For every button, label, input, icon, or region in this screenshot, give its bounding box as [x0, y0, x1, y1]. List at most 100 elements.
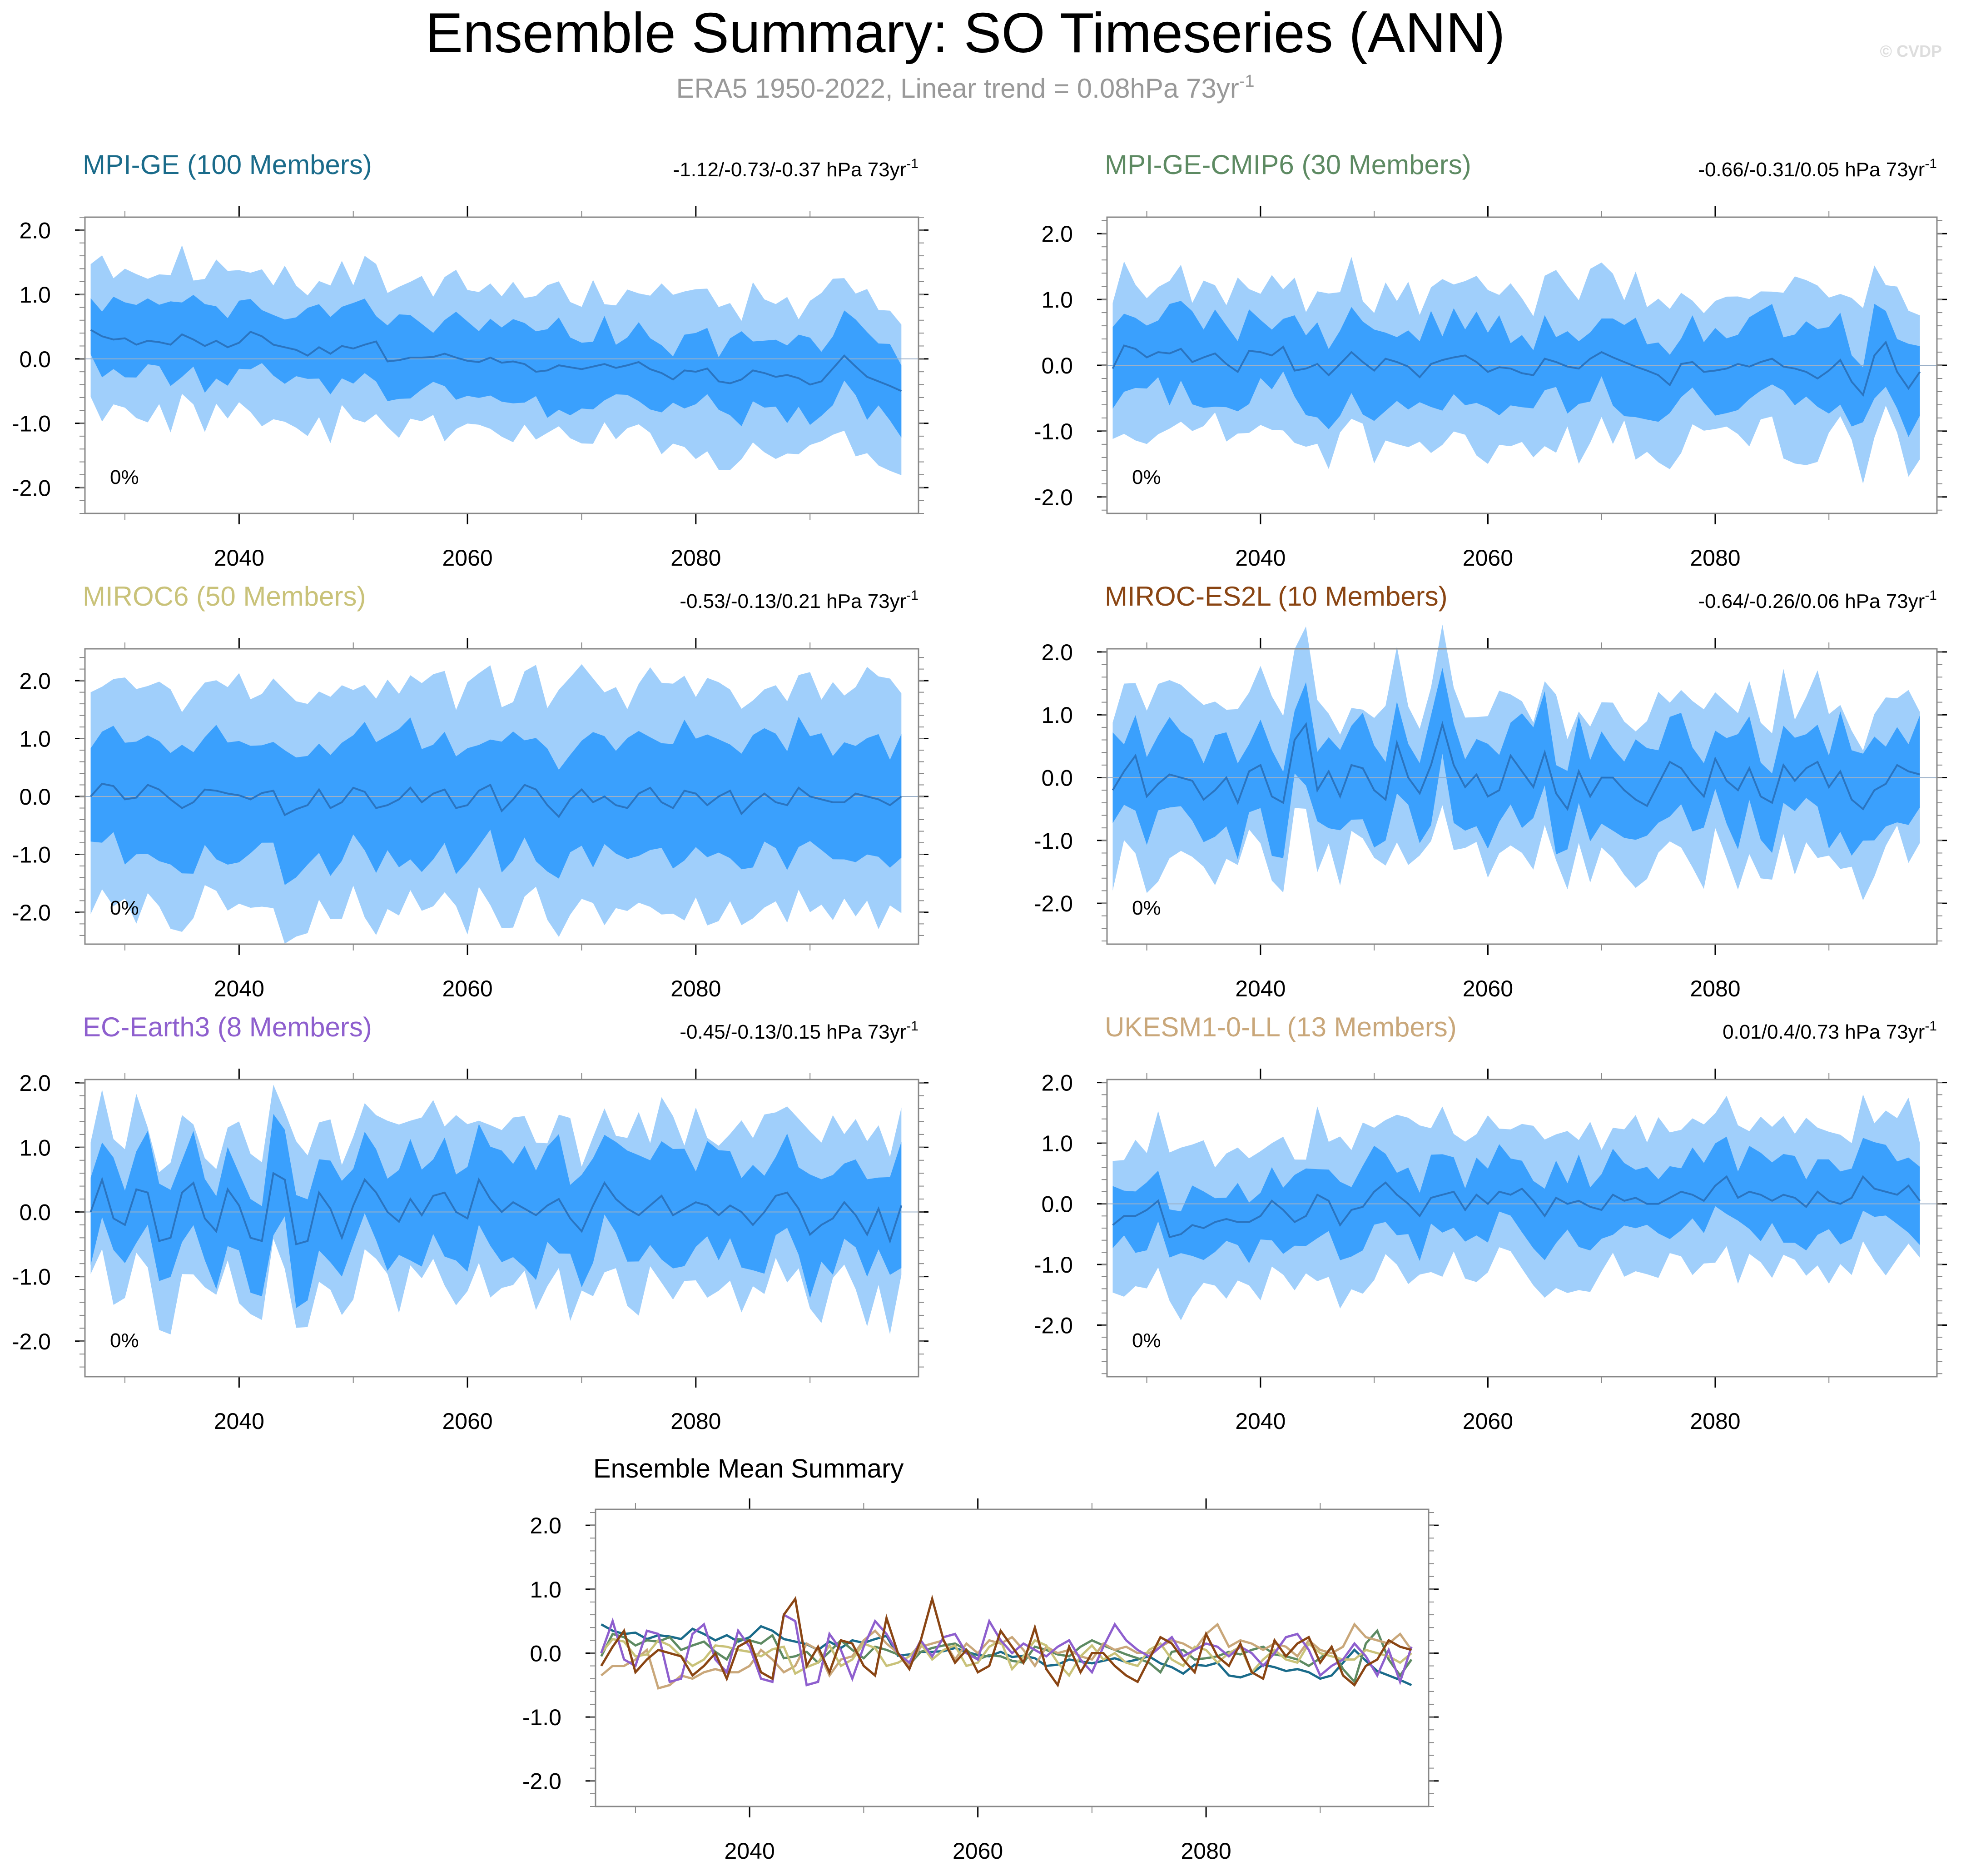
inner-spread-band — [1112, 1136, 1920, 1264]
panel-axes-5: 2.0 1.0 0.0 -1.0 -2.0 2040 2060 2080 — [1034, 1069, 1947, 1434]
y-tick-label: 2.0 — [19, 218, 51, 243]
x-tick-label: 2080 — [1690, 1408, 1740, 1434]
y-tick-label: 0.0 — [1041, 766, 1073, 791]
trend-label: -0.64/-0.26/0.06 hPa 73yr-1 — [1698, 588, 1937, 612]
x-tick-label: 2080 — [1181, 1838, 1231, 1864]
panel-6-lines — [600, 1594, 1413, 1690]
panel-title: MPI-GE-CMIP6 (30 Members) — [1105, 149, 1471, 180]
panel-4-plot — [85, 1085, 918, 1334]
inner-spread-band — [90, 1114, 902, 1308]
x-tick-label: 2040 — [214, 1408, 264, 1434]
y-tick-label: -1.0 — [12, 1264, 51, 1290]
y-tick-label: -1.0 — [1034, 828, 1073, 854]
panels-group: 2.0 1.0 0.0 -1.0 -2.0 2040 2060 2080 MPI-GE (100… — [12, 149, 1947, 1864]
x-tick-label: 2040 — [214, 545, 264, 571]
trend-label: -0.66/-0.31/0.05 hPa 73yr-1 — [1698, 156, 1937, 181]
y-tick-label: 1.0 — [19, 1135, 51, 1160]
x-tick-label: 2040 — [214, 976, 264, 1001]
panel-title: MIROC6 (50 Members) — [83, 581, 366, 612]
plot-frame — [84, 1079, 919, 1378]
plot-frame — [595, 1508, 1430, 1807]
y-tick-label: 0.0 — [530, 1641, 561, 1666]
y-tick-label: 0.0 — [19, 1199, 51, 1225]
y-tick-label: 1.0 — [1041, 702, 1073, 728]
inner-spread-band — [90, 717, 902, 885]
panel-1-plot — [1107, 257, 1937, 484]
trend-label-value: -0.64/-0.26/0.06 hPa 73yr — [1698, 590, 1925, 612]
y-tick-label: -1.0 — [1034, 1252, 1073, 1278]
x-tick-label: 2040 — [1235, 976, 1286, 1001]
y-tick-label: 1.0 — [19, 282, 51, 308]
ensemble-mean-line — [1112, 721, 1921, 811]
panel-0-plot — [85, 245, 918, 475]
panel-3-plot — [1107, 624, 1937, 901]
y-tick-label: -1.0 — [12, 411, 51, 437]
y-tick-label: 2.0 — [1041, 221, 1073, 247]
trend-label-exponent: -1 — [1925, 588, 1937, 603]
y-tick-label: 2.0 — [19, 668, 51, 694]
x-tick-label: 2080 — [670, 1408, 721, 1434]
trend-label-exponent: -1 — [906, 588, 918, 603]
y-tick-label: 1.0 — [530, 1577, 561, 1602]
y-tick-label: -2.0 — [12, 1329, 51, 1354]
figure-subtitle: ERA5 1950-2022, Linear trend = 0.08hPa 7… — [676, 72, 1255, 104]
x-tick-label: 2080 — [670, 545, 721, 571]
x-tick-label: 2040 — [725, 1838, 775, 1864]
y-tick-label: 1.0 — [1041, 287, 1073, 313]
panel-axes-6: 2.0 1.0 0.0 -1.0 -2.0 2040 2060 2080 — [522, 1498, 1439, 1864]
trend-label-exponent: -1 — [906, 156, 918, 171]
trend-label-value: -1.12/-0.73/-0.37 hPa 73yr — [673, 159, 907, 181]
x-tick-label: 2060 — [442, 1408, 492, 1434]
trend-label-value: -0.53/-0.13/0.21 hPa 73yr — [680, 590, 906, 612]
x-tick-label: 2060 — [442, 545, 492, 571]
percent-label: 0% — [1132, 466, 1161, 488]
y-tick-label: 2.0 — [1041, 640, 1073, 665]
ensemble-mean-line — [90, 329, 902, 392]
panel-axes-4: 2.0 1.0 0.0 -1.0 -2.0 2040 2060 2080 — [12, 1069, 928, 1434]
panel-2-plot — [85, 664, 918, 944]
panel-title: MIROC-ES2L (10 Members) — [1105, 581, 1448, 612]
y-tick-label: -1.0 — [12, 842, 51, 867]
y-tick-label: -2.0 — [1034, 891, 1073, 916]
y-tick-label: 0.0 — [1041, 1192, 1073, 1217]
inner-spread-band — [1112, 301, 1920, 437]
x-tick-label: 2080 — [670, 976, 721, 1001]
trend-label-exponent: -1 — [906, 1019, 918, 1034]
trend-label: -0.45/-0.13/0.15 hPa 73yr-1 — [680, 1019, 918, 1043]
y-tick-label: 0.0 — [19, 347, 51, 372]
plot-frame — [1106, 1079, 1938, 1378]
x-tick-label: 2080 — [1690, 545, 1740, 571]
figure-title: Ensemble Summary: SO Timeseries (ANN) — [425, 2, 1505, 65]
panel-title: EC-Earth3 (8 Members) — [83, 1012, 372, 1042]
panel-title: Ensemble Mean Summary — [593, 1454, 904, 1483]
y-tick-label: -2.0 — [1034, 1313, 1073, 1339]
plot-frame — [1106, 648, 1938, 945]
x-tick-label: 2080 — [1690, 976, 1740, 1001]
trend-label: -1.12/-0.73/-0.37 hPa 73yr-1 — [673, 156, 918, 181]
panel-axes-0: 2.0 1.0 0.0 -1.0 -2.0 2040 2060 2080 — [12, 206, 928, 571]
plot-frame — [84, 648, 919, 945]
trend-label: 0.01/0.4/0.73 hPa 73yr-1 — [1723, 1019, 1937, 1043]
panel-5-plot — [1107, 1094, 1937, 1320]
x-tick-label: 2060 — [442, 976, 492, 1001]
x-tick-label: 2040 — [1235, 1408, 1286, 1434]
panel-axes-1: 2.0 1.0 0.0 -1.0 -2.0 2040 2060 2080 — [1034, 206, 1947, 571]
percent-label: 0% — [1132, 897, 1161, 919]
x-tick-label: 2060 — [953, 1838, 1003, 1864]
y-tick-label: -2.0 — [522, 1769, 561, 1794]
series-line-mpi-ge-cmip6 — [600, 1628, 1413, 1684]
percent-label: 0% — [110, 1329, 139, 1352]
x-tick-label: 2040 — [1235, 545, 1286, 571]
y-tick-label: 1.0 — [19, 727, 51, 752]
x-tick-label: 2060 — [1463, 976, 1513, 1001]
y-tick-label: 0.0 — [1041, 353, 1073, 378]
y-tick-label: -1.0 — [522, 1705, 561, 1730]
percent-label: 0% — [1132, 1329, 1161, 1352]
panel-title: UKESM1-0-LL (13 Members) — [1105, 1012, 1457, 1042]
percent-label: 0% — [110, 897, 139, 919]
panel-axes-2: 2.0 1.0 0.0 -1.0 -2.0 2040 2060 2080 — [12, 638, 928, 1001]
ensemble-mean-line — [1112, 340, 1921, 397]
y-tick-label: -2.0 — [1034, 485, 1073, 510]
y-tick-label: -2.0 — [12, 475, 51, 501]
